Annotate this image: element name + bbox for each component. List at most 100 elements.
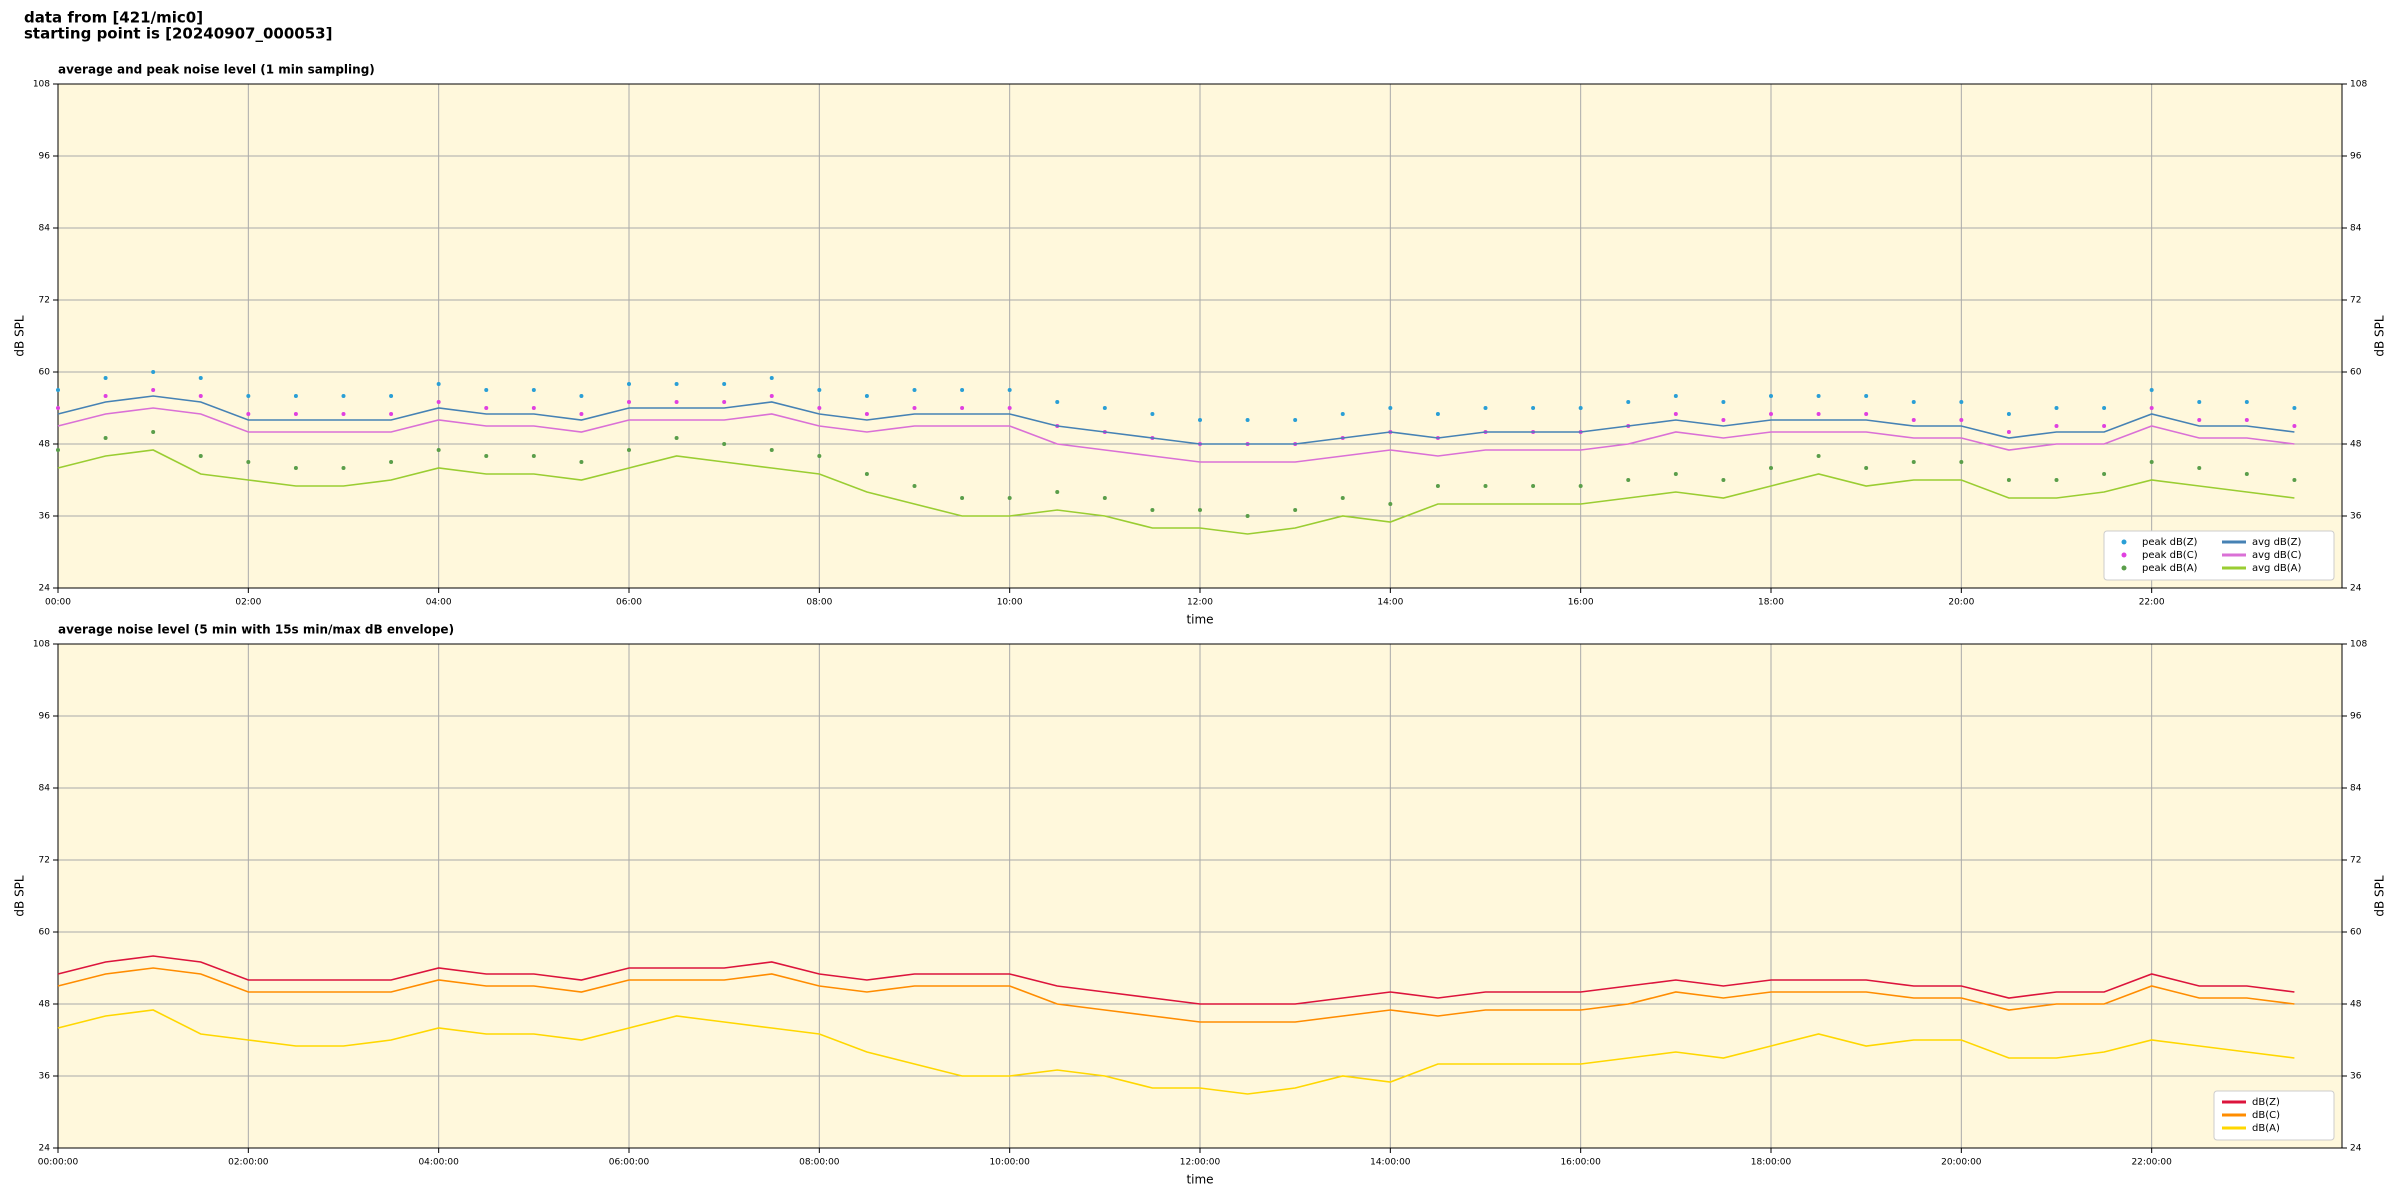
peak-point <box>1769 394 1773 398</box>
y-tick-label: 48 <box>39 440 51 450</box>
peak-point <box>436 382 441 386</box>
peak-point <box>1055 490 1060 494</box>
header-line: starting point is [20240907_000053] <box>24 25 332 43</box>
legend-marker <box>2121 565 2127 571</box>
peak-point <box>1198 508 1202 512</box>
peak-point <box>769 394 774 398</box>
y-tick-label: 24 <box>2350 584 2362 594</box>
peak-point <box>2292 478 2297 482</box>
peak-point <box>389 460 394 464</box>
peak-point <box>1293 508 1298 512</box>
y-tick-label: 84 <box>2350 784 2362 794</box>
y-tick-label: 84 <box>2350 224 2362 234</box>
peak-point <box>1340 412 1345 416</box>
peak-point <box>1388 406 1393 410</box>
peak-point <box>1864 412 1869 416</box>
x-tick-label: 04:00 <box>426 598 452 608</box>
peak-point <box>722 400 727 404</box>
peak-point <box>484 454 489 458</box>
y-tick-label: 72 <box>2350 856 2361 866</box>
x-tick-label: 00:00:00 <box>38 1158 79 1168</box>
legend-label: dB(Z) <box>2252 1097 2280 1108</box>
peak-point <box>341 466 346 470</box>
peak-point <box>674 436 679 440</box>
peak-point <box>2006 478 2011 482</box>
peak-point <box>103 376 108 380</box>
peak-point <box>151 430 156 434</box>
peak-point <box>1483 406 1488 410</box>
peak-point <box>151 388 156 392</box>
peak-point <box>531 406 536 410</box>
y-tick-label: 36 <box>39 1072 51 1082</box>
peak-point <box>579 394 584 398</box>
peak-point <box>2292 424 2297 428</box>
legend-label: avg dB(A) <box>2252 563 2302 574</box>
peak-point <box>389 412 394 416</box>
peak-point <box>246 412 251 416</box>
peak-point <box>56 448 60 452</box>
peak-point <box>198 394 203 398</box>
peak-point <box>2197 466 2202 470</box>
peak-point <box>864 472 869 476</box>
peak-point <box>1007 406 1012 410</box>
peak-point <box>912 406 917 410</box>
x-tick-label: 20:00 <box>1948 598 1974 608</box>
x-tick-label: 10:00 <box>997 598 1023 608</box>
peak-point <box>960 388 965 392</box>
peak-point <box>817 406 822 410</box>
peak-point <box>1007 388 1012 392</box>
series-line <box>57 449 2295 535</box>
peak-point <box>293 466 298 470</box>
peak-point <box>1626 478 1631 482</box>
y-tick-label: 36 <box>2350 1072 2362 1082</box>
y-tick-label: 96 <box>2350 152 2362 162</box>
y-tick-label: 96 <box>39 712 51 722</box>
series-line <box>57 967 2295 1023</box>
peak-point <box>1959 460 1964 464</box>
peak-point <box>1198 418 1202 422</box>
peak-point <box>864 394 869 398</box>
peak-point <box>2149 406 2154 410</box>
peak-point <box>198 454 203 458</box>
peak-point <box>1435 484 1440 488</box>
x-tick-label: 22:00:00 <box>2131 1158 2172 1168</box>
y-tick-label: 72 <box>39 296 50 306</box>
peak-point <box>2292 406 2297 410</box>
y-tick-label: 96 <box>2350 712 2362 722</box>
plot-frame <box>57 643 2343 1149</box>
peak-point <box>1816 454 1821 458</box>
peak-point <box>1673 394 1678 398</box>
peak-point <box>1673 412 1678 416</box>
peak-point <box>56 388 60 392</box>
peak-point <box>2149 388 2154 392</box>
peak-point <box>1864 466 1869 470</box>
x-tick-label: 08:00:00 <box>799 1158 840 1168</box>
x-tick-label: 08:00 <box>806 598 832 608</box>
legend-marker <box>2121 539 2127 545</box>
peak-point <box>1911 418 1916 422</box>
series-line <box>57 955 2295 1005</box>
peak-point <box>1435 412 1440 416</box>
peak-point <box>246 394 251 398</box>
y-tick-label: 108 <box>33 80 50 90</box>
peak-point <box>2197 418 2202 422</box>
x-tick-label: 14:00 <box>1377 598 1403 608</box>
legend-label: dB(A) <box>2252 1123 2280 1134</box>
y-tick-label: 48 <box>2350 440 2362 450</box>
peak-point <box>484 406 489 410</box>
peak-point <box>56 406 60 410</box>
peak-point <box>722 442 727 446</box>
y-axis-label: dB SPL <box>13 315 27 357</box>
x-tick-label: 20:00:00 <box>1941 1158 1982 1168</box>
peak-point <box>1816 394 1821 398</box>
x-tick-label: 02:00:00 <box>228 1158 269 1168</box>
peak-point <box>389 394 394 398</box>
peak-point <box>1864 394 1869 398</box>
x-tick-label: 18:00:00 <box>1751 1158 1792 1168</box>
peak-point <box>2102 424 2107 428</box>
peak-point <box>1340 496 1345 500</box>
x-tick-label: 04:00:00 <box>418 1158 459 1168</box>
peak-point <box>2149 460 2154 464</box>
series-line <box>57 1009 2295 1095</box>
peak-point <box>1578 406 1583 410</box>
